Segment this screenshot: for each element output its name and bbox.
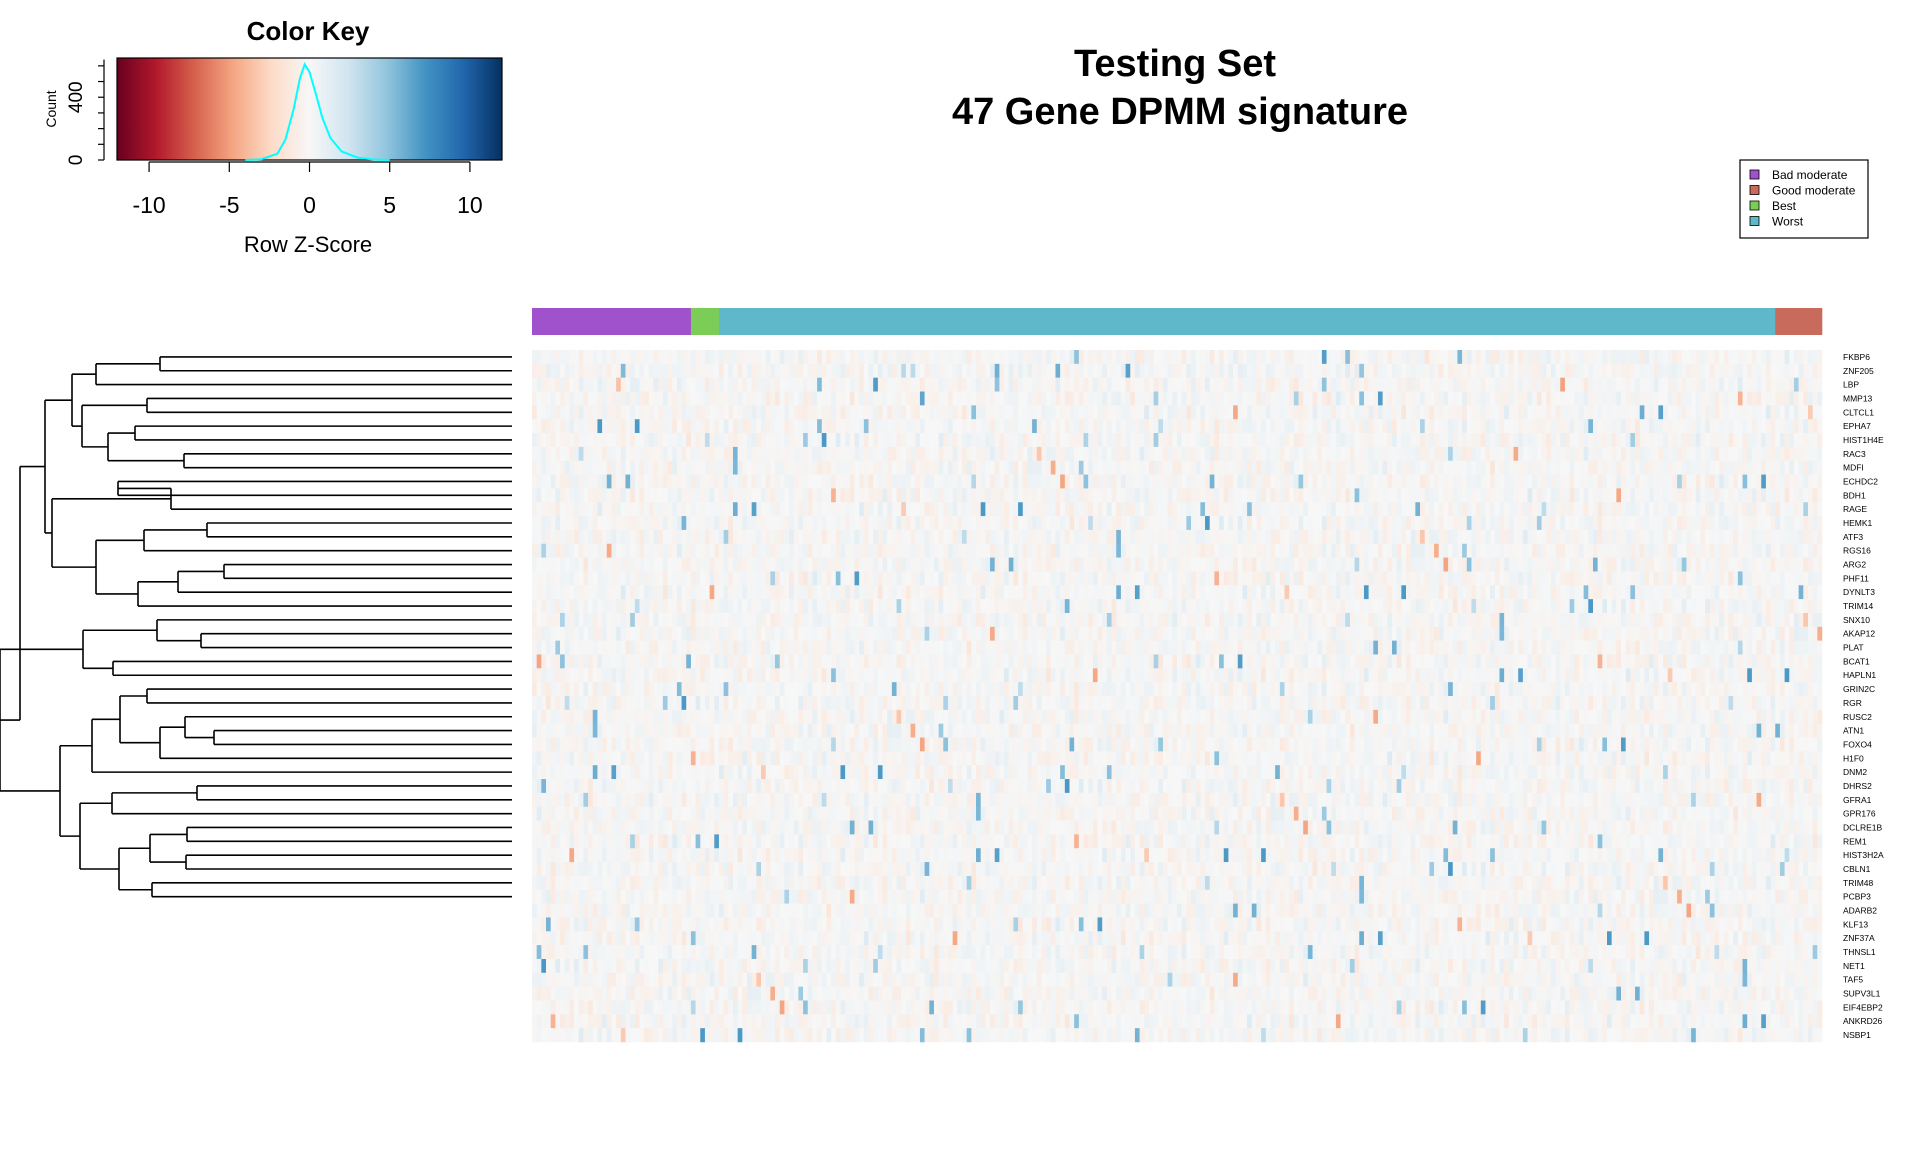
key-x-tick-label: -10 — [132, 192, 165, 218]
legend-swatch — [1749, 200, 1760, 211]
row-label: ATF3 — [1843, 532, 1863, 542]
heatmap-cells — [532, 350, 1823, 1043]
row-label: PHF11 — [1843, 573, 1869, 583]
row-label: ADARB2 — [1843, 906, 1877, 916]
chart-title-line-1: Testing Set — [1074, 43, 1276, 85]
key-x-tick-label: 0 — [303, 192, 316, 218]
row-label: DYNLT3 — [1843, 587, 1875, 597]
row-label: CBLN1 — [1843, 864, 1871, 874]
row-label: TAF5 — [1843, 975, 1863, 985]
row-label: ARG2 — [1843, 560, 1866, 570]
row-label: PLAT — [1843, 643, 1864, 653]
row-label: ANKRD26 — [1843, 1016, 1882, 1026]
row-label: TRIM48 — [1843, 878, 1874, 888]
row-label: REM1 — [1843, 836, 1867, 846]
row-label: AKAP12 — [1843, 629, 1875, 639]
row-label: RUSC2 — [1843, 712, 1872, 722]
row-label: FKBP6 — [1843, 352, 1870, 362]
row-label: GPR176 — [1843, 809, 1876, 819]
row-label: MDFI — [1843, 463, 1864, 473]
row-label: CLTCL1 — [1843, 407, 1874, 417]
row-label: RGR — [1843, 698, 1862, 708]
row-label: LBP — [1843, 380, 1859, 390]
color-key-ylabel: Count — [43, 90, 59, 127]
legend-label: Good moderate — [1772, 184, 1856, 198]
row-label: RAC3 — [1843, 449, 1866, 459]
row-label: THNSL1 — [1843, 947, 1876, 957]
key-y-tick-label: 400 — [66, 81, 87, 113]
row-label: ZNF205 — [1843, 366, 1874, 376]
column-group-bar — [718, 308, 1776, 335]
key-y-tick-label: 0 — [66, 155, 87, 166]
legend-swatch — [1749, 185, 1760, 195]
color-key-title: Color Key — [247, 16, 370, 46]
row-label: GFRA1 — [1843, 795, 1872, 805]
row-label: MMP13 — [1843, 393, 1873, 403]
legend-label: Bad moderate — [1772, 168, 1848, 182]
color-key-histogram — [245, 61, 390, 161]
legend-swatch — [1749, 169, 1760, 180]
column-group-bar — [690, 308, 720, 335]
key-x-tick-label: 10 — [457, 192, 483, 218]
row-label: NSBP1 — [1843, 1030, 1871, 1040]
row-label: RGS16 — [1843, 546, 1871, 556]
row-label: DCLRE1B — [1843, 823, 1883, 833]
color-key-axes: -10 -5 0 5 10 0 400 — [66, 59, 483, 218]
row-label: EIF4EBP2 — [1843, 1002, 1883, 1012]
row-label: RAGE — [1843, 504, 1867, 514]
row-label: DHRS2 — [1843, 781, 1872, 791]
row-label: SNX10 — [1843, 615, 1870, 625]
legend-label: Best — [1772, 199, 1797, 213]
row-label: KLF13 — [1843, 919, 1868, 929]
legend-label: Worst — [1772, 215, 1804, 229]
row-label: HAPLN1 — [1843, 670, 1876, 680]
row-label: ZNF37A — [1843, 933, 1875, 943]
column-group-bar — [1775, 308, 1823, 335]
row-label: ECHDC2 — [1843, 477, 1878, 487]
row-labels: FKBP6 ZNF205 LBP MMP13 CLTCL1 EPHA7 HIST1H4E RA… — [1843, 352, 1884, 1040]
legend-box — [1739, 159, 1869, 239]
column-group-bar — [532, 308, 692, 335]
row-label: HEMK1 — [1843, 518, 1873, 528]
row-label: HIST3H2A — [1843, 850, 1884, 860]
row-label: H1F0 — [1843, 753, 1864, 763]
color-key: Color Key -10 -5 0 5 10 0 400 Row Z-Score Coun… — [43, 16, 503, 257]
color-key-xlabel: Row Z-Score — [244, 232, 372, 257]
row-label: EPHA7 — [1843, 421, 1871, 431]
key-x-tick-label: 5 — [383, 192, 396, 218]
row-label: NET1 — [1843, 961, 1865, 971]
chart-title-line-2: 47 Gene DPMM signature — [952, 91, 1408, 133]
row-label: GRIN2C — [1843, 684, 1875, 694]
legend-swatch — [1749, 216, 1760, 226]
row-label: DNM2 — [1843, 767, 1867, 777]
row-label: SUPV3L1 — [1843, 989, 1881, 999]
row-label: HIST1H4E — [1843, 435, 1884, 445]
row-label: BDH1 — [1843, 490, 1866, 500]
row-label: PCBP3 — [1843, 892, 1871, 902]
row-label: BCAT1 — [1843, 656, 1870, 666]
row-dendrogram — [0, 356, 512, 898]
row-label: TRIM14 — [1843, 601, 1874, 611]
column-side-colors — [532, 308, 1823, 335]
key-x-tick-label: -5 — [219, 192, 239, 218]
row-label: ATN1 — [1843, 726, 1864, 736]
row-label: FOXO4 — [1843, 739, 1872, 749]
